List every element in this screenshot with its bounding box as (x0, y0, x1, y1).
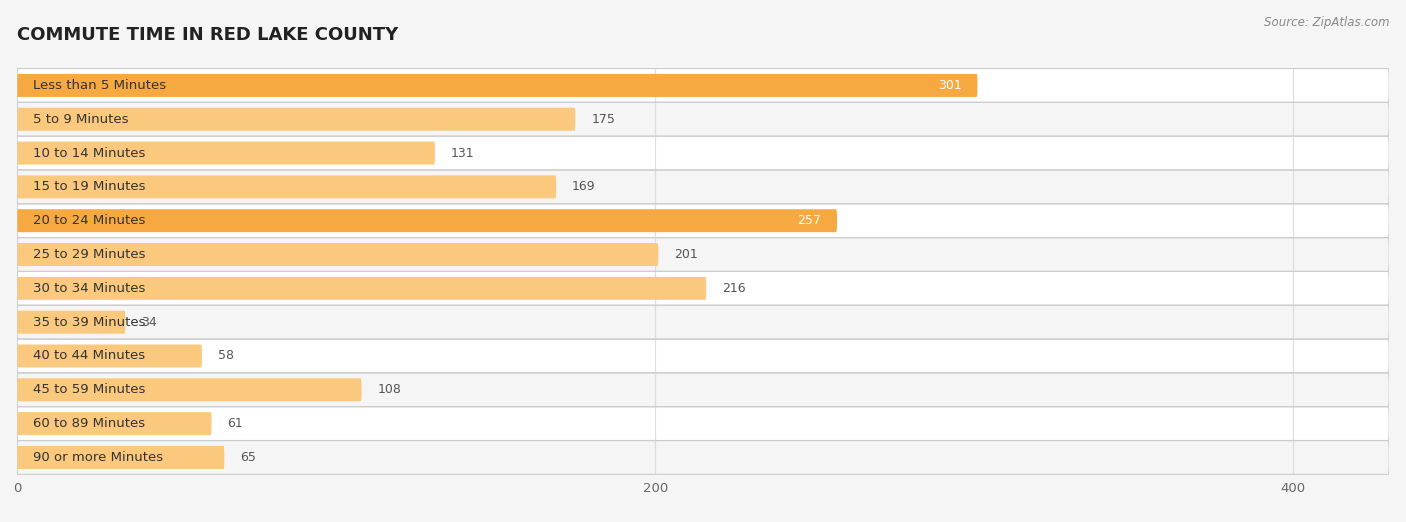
FancyBboxPatch shape (17, 446, 225, 469)
Text: 40 to 44 Minutes: 40 to 44 Minutes (32, 350, 145, 362)
Text: 90 or more Minutes: 90 or more Minutes (32, 451, 163, 464)
Bar (17, 102, 1389, 136)
Text: COMMUTE TIME IN RED LAKE COUNTY: COMMUTE TIME IN RED LAKE COUNTY (17, 26, 398, 44)
Text: 15 to 19 Minutes: 15 to 19 Minutes (32, 181, 145, 193)
Text: 301: 301 (938, 79, 962, 92)
Bar (17, 305, 1389, 339)
Text: 61: 61 (228, 417, 243, 430)
Text: 10 to 14 Minutes: 10 to 14 Minutes (32, 147, 145, 160)
Text: 257: 257 (797, 214, 821, 227)
Bar (17, 204, 1389, 238)
Text: 65: 65 (240, 451, 256, 464)
Text: 131: 131 (451, 147, 474, 160)
Bar (17, 68, 1389, 102)
FancyBboxPatch shape (17, 345, 202, 367)
Text: Source: ZipAtlas.com: Source: ZipAtlas.com (1264, 16, 1389, 29)
FancyBboxPatch shape (17, 108, 575, 130)
Bar (17, 170, 1389, 204)
Text: 45 to 59 Minutes: 45 to 59 Minutes (32, 383, 145, 396)
Bar (17, 339, 1389, 373)
FancyBboxPatch shape (17, 412, 211, 435)
Text: 58: 58 (218, 350, 233, 362)
Text: 25 to 29 Minutes: 25 to 29 Minutes (32, 248, 145, 261)
Bar (17, 373, 1389, 407)
FancyBboxPatch shape (17, 175, 557, 198)
Text: 30 to 34 Minutes: 30 to 34 Minutes (32, 282, 145, 295)
Text: 216: 216 (723, 282, 745, 295)
Bar (17, 441, 1389, 474)
Text: 108: 108 (377, 383, 401, 396)
Bar (17, 136, 1389, 170)
Text: 201: 201 (675, 248, 697, 261)
Text: 34: 34 (142, 316, 157, 329)
FancyBboxPatch shape (17, 378, 361, 401)
Text: 175: 175 (592, 113, 616, 126)
Text: 35 to 39 Minutes: 35 to 39 Minutes (32, 316, 145, 329)
Bar (17, 407, 1389, 441)
FancyBboxPatch shape (17, 141, 434, 164)
FancyBboxPatch shape (17, 311, 125, 334)
FancyBboxPatch shape (17, 209, 837, 232)
Text: 60 to 89 Minutes: 60 to 89 Minutes (32, 417, 145, 430)
Bar (17, 271, 1389, 305)
Text: 5 to 9 Minutes: 5 to 9 Minutes (32, 113, 128, 126)
Text: Less than 5 Minutes: Less than 5 Minutes (32, 79, 166, 92)
Bar (17, 238, 1389, 271)
FancyBboxPatch shape (17, 74, 977, 97)
FancyBboxPatch shape (17, 243, 658, 266)
Text: 169: 169 (572, 181, 596, 193)
Text: 20 to 24 Minutes: 20 to 24 Minutes (32, 214, 145, 227)
FancyBboxPatch shape (17, 277, 706, 300)
